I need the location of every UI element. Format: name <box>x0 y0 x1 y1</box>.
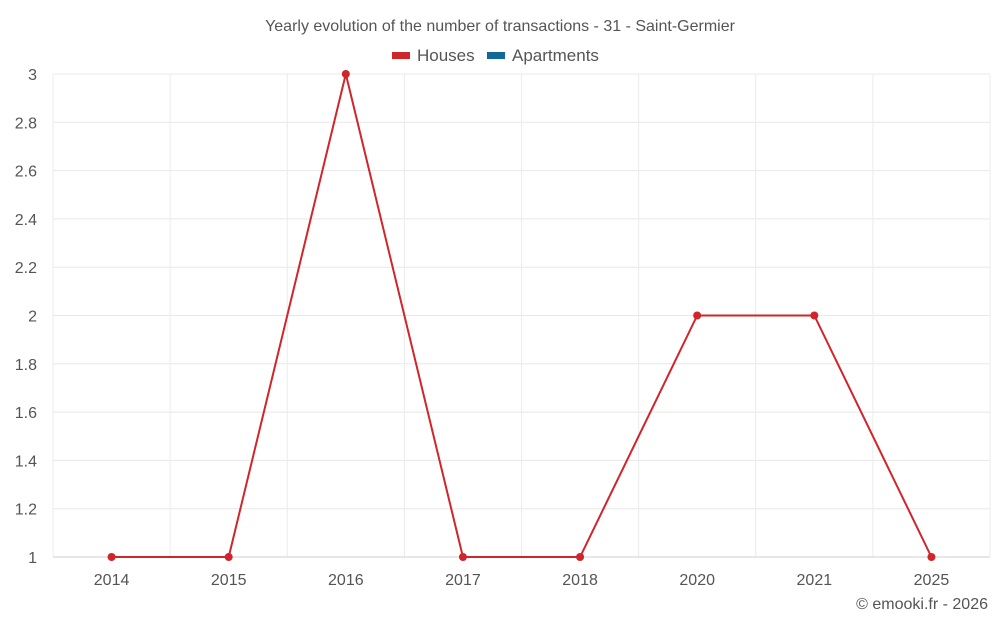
x-tick-label: 2025 <box>914 572 950 589</box>
data-point-houses[interactable] <box>576 553 585 561</box>
series-line-houses <box>111 73 933 558</box>
credit-text: © emooki.fr - 2026 <box>856 596 988 613</box>
x-tick-label: 2020 <box>679 572 715 589</box>
x-tick-label: 2021 <box>797 572 833 589</box>
x-tick-label: 2014 <box>94 572 130 589</box>
y-tick-label: 1 <box>28 550 37 567</box>
data-point-houses[interactable] <box>458 553 467 561</box>
legend-swatch-houses <box>392 52 410 59</box>
data-point-houses[interactable] <box>810 311 819 320</box>
x-tick-label: 2015 <box>211 572 247 589</box>
y-tick-label: 2 <box>28 309 37 326</box>
y-tick-label: 2.6 <box>15 164 37 181</box>
legend[interactable]: Houses Apartments <box>392 46 599 65</box>
legend-item-houses[interactable]: Houses <box>392 46 475 65</box>
legend-label-houses: Houses <box>417 46 475 65</box>
x-tick-label: 2016 <box>328 572 364 589</box>
y-tick-label: 2.4 <box>15 212 37 229</box>
y-tick-label: 3 <box>28 67 37 84</box>
y-tick-label: 1.4 <box>15 453 37 470</box>
x-axis: 2014 2015 2016 2017 2018 2020 2021 2025 <box>94 572 950 589</box>
y-tick-label: 1.6 <box>15 405 37 422</box>
data-point-houses[interactable] <box>927 553 936 561</box>
y-tick-label: 2.2 <box>15 260 37 277</box>
legend-swatch-apartments <box>487 52 505 59</box>
y-tick-label: 2.8 <box>15 115 37 132</box>
data-point-houses[interactable] <box>224 553 233 561</box>
legend-item-apartments[interactable]: Apartments <box>487 46 599 65</box>
x-tick-label: 2017 <box>445 572 481 589</box>
x-tick-label: 2018 <box>562 572 598 589</box>
chart-title: Yearly evolution of the number of transa… <box>265 18 736 35</box>
y-tick-label: 1.8 <box>15 357 37 374</box>
data-point-houses[interactable] <box>107 553 116 561</box>
y-axis: 1 1.2 1.4 1.6 1.8 2 2.2 2.4 2.6 2.8 3 <box>15 67 37 567</box>
grid <box>52 73 991 558</box>
data-point-houses[interactable] <box>341 70 350 78</box>
y-tick-label: 1.2 <box>15 502 37 519</box>
data-point-houses[interactable] <box>693 311 702 320</box>
series-layer <box>107 70 936 561</box>
legend-label-apartments: Apartments <box>512 46 599 65</box>
